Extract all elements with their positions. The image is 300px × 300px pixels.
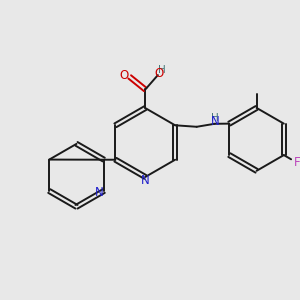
Text: H: H: [158, 65, 166, 75]
Text: O: O: [154, 67, 164, 80]
Text: N: N: [211, 116, 220, 128]
Text: F: F: [293, 156, 300, 169]
Text: O: O: [120, 69, 129, 82]
Text: N: N: [141, 174, 150, 188]
Text: N: N: [95, 186, 103, 199]
Text: H: H: [212, 113, 219, 123]
